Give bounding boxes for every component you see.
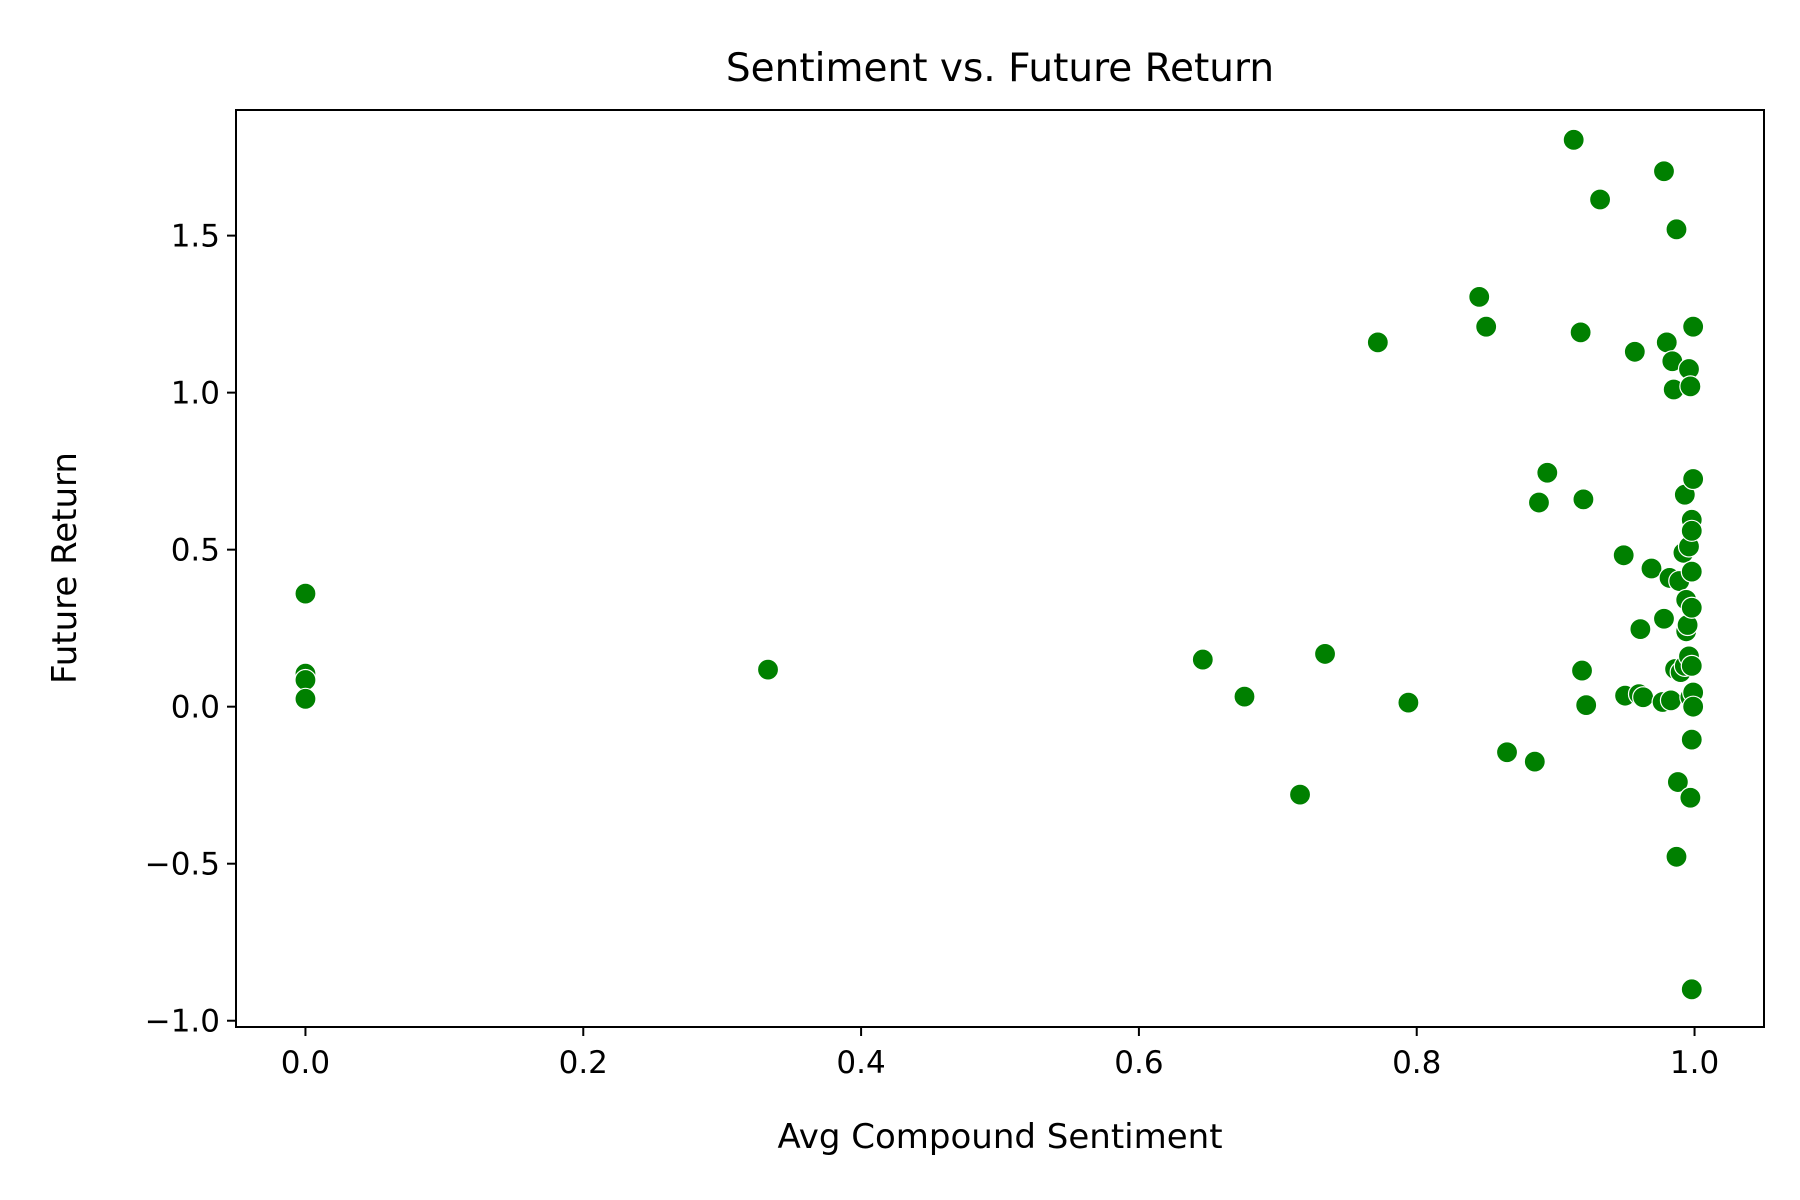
scatter-point (1366, 331, 1389, 354)
scatter-point (1233, 685, 1256, 708)
scatter-point (1680, 978, 1703, 1001)
scatter-point (1682, 695, 1705, 718)
scatter-point (1666, 770, 1689, 794)
scatter-point (1680, 654, 1703, 677)
scatter-point (1665, 845, 1688, 868)
x-axis-ticks: 0.0 0.2 0.4 0.6 0.8 1.0 (281, 1027, 1719, 1081)
scatter-point (1527, 491, 1551, 514)
scatter-point (1523, 750, 1546, 773)
scatter-point (1288, 783, 1312, 806)
scatter-point (1680, 596, 1703, 619)
scatter-point (1652, 607, 1676, 630)
scatter-point (1632, 686, 1655, 709)
scatter-point (1572, 488, 1595, 511)
scatter-point (1570, 659, 1594, 682)
scatter-point (1659, 689, 1683, 712)
chart-title: Sentiment vs. Future Return (726, 46, 1274, 91)
x-tick-label: 0.2 (559, 1045, 608, 1081)
x-tick-label: 0.8 (1392, 1045, 1441, 1081)
scatter-point (1575, 694, 1598, 717)
scatter-point (1629, 618, 1652, 641)
scatter-point (1191, 648, 1214, 671)
scatter-point (1475, 315, 1498, 338)
scatter-point (294, 668, 317, 692)
y-tick-label: −0.5 (145, 847, 220, 883)
scatter-point (1679, 786, 1702, 809)
scatter-point (756, 658, 780, 681)
scatter-point (294, 582, 317, 605)
y-axis-ticks: −1.0 −0.5 0.0 0.5 1.0 1.5 (145, 219, 236, 1040)
scatter-point (1562, 128, 1585, 151)
x-axis-title: Avg Compound Sentiment (777, 1117, 1222, 1157)
scatter-point (1588, 188, 1612, 211)
scatter-point (1536, 461, 1559, 484)
scatter-point (1655, 331, 1678, 354)
scatter-point (1679, 375, 1702, 398)
plot-area (294, 128, 1705, 1001)
y-tick-label: 0.0 (171, 690, 220, 726)
scatter-point (1652, 160, 1676, 183)
scatter-point (1682, 315, 1705, 338)
y-tick-label: 0.5 (171, 533, 220, 569)
scatter-point (1623, 340, 1646, 363)
scatter-point (1495, 741, 1519, 764)
scatter-point (1612, 544, 1635, 567)
x-tick-label: 0.0 (281, 1045, 330, 1081)
y-axis-title: Future Return (45, 452, 85, 684)
scatter-point (1397, 691, 1420, 714)
x-tick-label: 0.6 (1114, 1045, 1163, 1081)
scatter-point (1682, 467, 1705, 491)
scatter-point (1680, 728, 1703, 751)
scatter-point (1640, 557, 1663, 580)
plot-frame (235, 109, 1765, 1028)
x-tick-label: 1.0 (1670, 1045, 1719, 1081)
scatter-point (1468, 285, 1491, 308)
scatter-point (1665, 218, 1688, 241)
scatter-point (294, 687, 317, 710)
scatter-point (1680, 519, 1703, 542)
scatter-point (1569, 321, 1592, 344)
y-tick-label: 1.0 (171, 376, 220, 412)
y-tick-label: 1.5 (171, 219, 220, 255)
scatter-point (1680, 560, 1703, 583)
x-tick-label: 0.4 (836, 1045, 885, 1081)
y-tick-label: −1.0 (145, 1004, 220, 1040)
scatter-point (1313, 642, 1337, 666)
